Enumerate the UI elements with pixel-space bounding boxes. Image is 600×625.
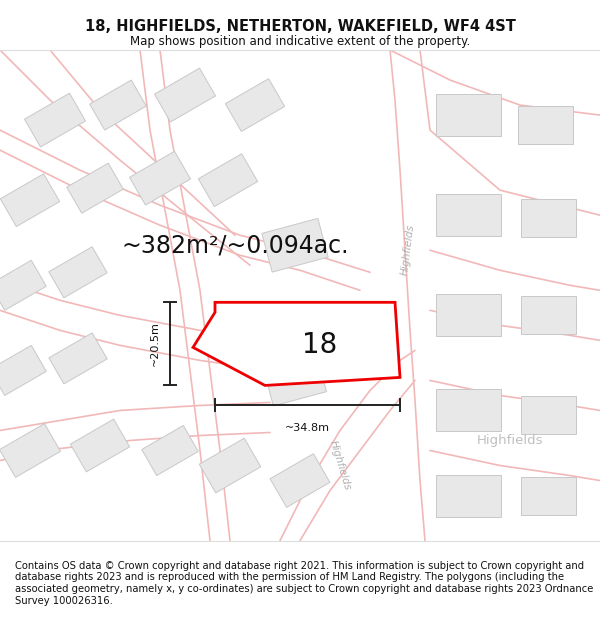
Polygon shape — [199, 154, 257, 206]
Polygon shape — [154, 68, 215, 122]
Polygon shape — [262, 218, 328, 272]
Polygon shape — [199, 438, 261, 493]
Text: ~382m²/~0.094ac.: ~382m²/~0.094ac. — [121, 233, 349, 258]
Text: Highfields: Highfields — [400, 224, 416, 276]
Polygon shape — [521, 396, 575, 434]
Polygon shape — [90, 80, 146, 130]
Polygon shape — [49, 333, 107, 384]
Polygon shape — [517, 106, 572, 144]
Polygon shape — [263, 355, 326, 406]
Text: Contains OS data © Crown copyright and database right 2021. This information is : Contains OS data © Crown copyright and d… — [15, 561, 593, 606]
Polygon shape — [0, 424, 61, 478]
Text: ~34.8m: ~34.8m — [285, 424, 330, 434]
Text: Highfields: Highfields — [328, 439, 352, 492]
Polygon shape — [521, 476, 575, 514]
Polygon shape — [270, 454, 330, 508]
Text: 18, HIGHFIELDS, NETHERTON, WAKEFIELD, WF4 4ST: 18, HIGHFIELDS, NETHERTON, WAKEFIELD, WF… — [85, 19, 515, 34]
Text: Map shows position and indicative extent of the property.: Map shows position and indicative extent… — [130, 35, 470, 48]
Polygon shape — [49, 247, 107, 298]
Polygon shape — [70, 419, 130, 472]
Polygon shape — [521, 296, 575, 334]
Polygon shape — [67, 163, 123, 213]
Polygon shape — [436, 194, 500, 236]
Text: 18: 18 — [302, 331, 338, 359]
Polygon shape — [193, 302, 400, 386]
Polygon shape — [521, 199, 575, 238]
Polygon shape — [142, 426, 198, 476]
Polygon shape — [436, 294, 500, 336]
Polygon shape — [226, 79, 284, 131]
Text: ~20.5m: ~20.5m — [150, 321, 160, 366]
Polygon shape — [436, 389, 500, 431]
Polygon shape — [1, 174, 59, 227]
Polygon shape — [436, 94, 500, 136]
Polygon shape — [0, 346, 46, 396]
Polygon shape — [130, 151, 191, 205]
Polygon shape — [436, 474, 500, 517]
Polygon shape — [0, 260, 46, 311]
Polygon shape — [25, 93, 86, 147]
Text: Highfields: Highfields — [477, 434, 543, 447]
